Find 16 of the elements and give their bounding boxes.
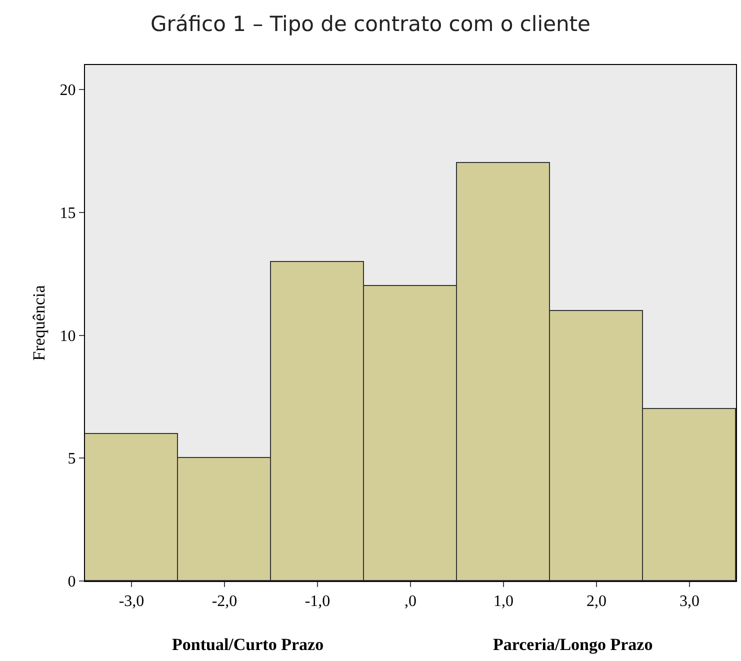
y-tick-label: 15: [60, 205, 76, 222]
x-tick-label: 1,0: [494, 593, 514, 610]
x-tick-label: -2,0: [212, 593, 238, 610]
y-axis-title: Frequência: [29, 284, 48, 361]
y-tick-label: 0: [68, 574, 76, 591]
x-tick-label: -1,0: [304, 593, 330, 610]
text: Parceria/Longo Prazo: [493, 635, 653, 654]
chart-title: Gráfico 1 – Tipo de contrato com o cliente: [150, 12, 590, 36]
x-tick-label: 2,0: [586, 593, 606, 610]
text: Pontual/Curto Prazo: [172, 635, 324, 654]
x-tick-label: ,0: [404, 593, 416, 610]
x-tick-label: 3,0: [680, 593, 700, 610]
y-tick-label: 20: [60, 82, 76, 100]
y-tick-label: 5: [68, 450, 76, 468]
x-tick-label: -3,0: [118, 593, 144, 610]
y-tick-label: 10: [60, 328, 76, 345]
